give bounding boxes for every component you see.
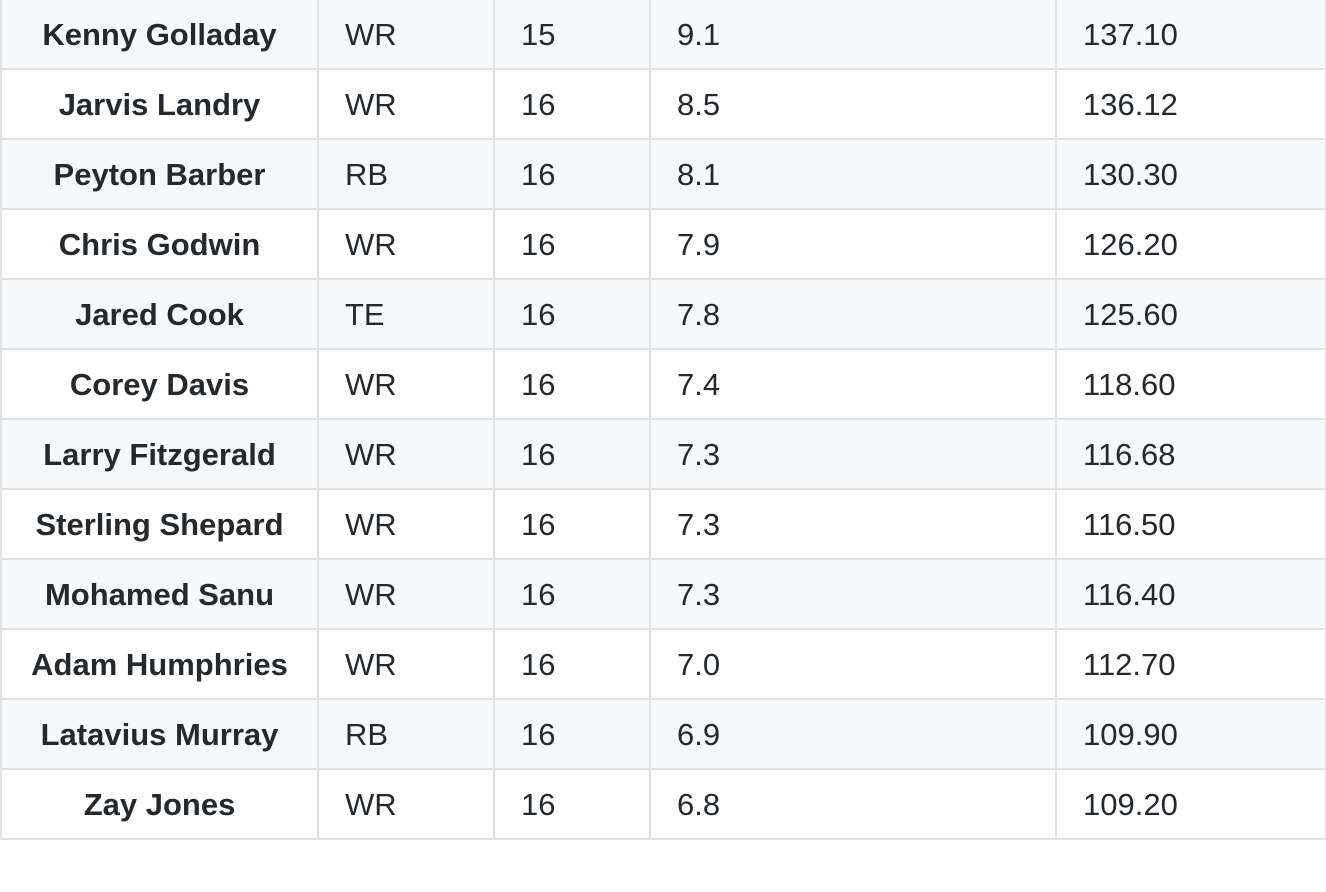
position-cell: WR bbox=[317, 488, 495, 560]
position-cell: WR bbox=[317, 0, 495, 70]
games-cell: 16 bbox=[493, 418, 651, 490]
games-cell: 16 bbox=[493, 208, 651, 280]
table-row: Larry Fitzgerald WR 16 7.3 116.68 bbox=[0, 418, 1326, 490]
points-per-game-cell: 6.8 bbox=[649, 768, 1057, 840]
player-name-cell: Jared Cook bbox=[0, 278, 319, 350]
total-points-cell: 109.90 bbox=[1055, 698, 1326, 770]
games-cell: 16 bbox=[493, 768, 651, 840]
player-name-cell: Kenny Golladay bbox=[0, 0, 319, 70]
points-per-game-cell: 7.8 bbox=[649, 278, 1057, 350]
table-row: Sterling Shepard WR 16 7.3 116.50 bbox=[0, 488, 1326, 560]
points-per-game-cell: 7.3 bbox=[649, 558, 1057, 630]
position-cell: WR bbox=[317, 68, 495, 140]
player-name-cell: Corey Davis bbox=[0, 348, 319, 420]
position-cell: RB bbox=[317, 138, 495, 210]
table-row: Kenny Golladay WR 15 9.1 137.10 bbox=[0, 0, 1326, 70]
player-name-cell: Adam Humphries bbox=[0, 628, 319, 700]
table-row: Chris Godwin WR 16 7.9 126.20 bbox=[0, 208, 1326, 280]
table-body: Kenny Golladay WR 15 9.1 137.10 Jarvis L… bbox=[0, 0, 1326, 840]
total-points-cell: 112.70 bbox=[1055, 628, 1326, 700]
position-cell: RB bbox=[317, 698, 495, 770]
total-points-cell: 116.68 bbox=[1055, 418, 1326, 490]
games-cell: 16 bbox=[493, 698, 651, 770]
position-cell: WR bbox=[317, 558, 495, 630]
points-per-game-cell: 7.4 bbox=[649, 348, 1057, 420]
points-per-game-cell: 7.9 bbox=[649, 208, 1057, 280]
player-stats-table: Kenny Golladay WR 15 9.1 137.10 Jarvis L… bbox=[0, 0, 1326, 840]
table-row: Latavius Murray RB 16 6.9 109.90 bbox=[0, 698, 1326, 770]
games-cell: 16 bbox=[493, 488, 651, 560]
games-cell: 16 bbox=[493, 278, 651, 350]
points-per-game-cell: 7.3 bbox=[649, 418, 1057, 490]
table-row: Corey Davis WR 16 7.4 118.60 bbox=[0, 348, 1326, 420]
total-points-cell: 109.20 bbox=[1055, 768, 1326, 840]
points-per-game-cell: 6.9 bbox=[649, 698, 1057, 770]
position-cell: WR bbox=[317, 628, 495, 700]
points-per-game-cell: 9.1 bbox=[649, 0, 1057, 70]
player-name-cell: Larry Fitzgerald bbox=[0, 418, 319, 490]
total-points-cell: 126.20 bbox=[1055, 208, 1326, 280]
games-cell: 16 bbox=[493, 138, 651, 210]
position-cell: WR bbox=[317, 768, 495, 840]
games-cell: 16 bbox=[493, 68, 651, 140]
points-per-game-cell: 8.5 bbox=[649, 68, 1057, 140]
player-name-cell: Jarvis Landry bbox=[0, 68, 319, 140]
total-points-cell: 130.30 bbox=[1055, 138, 1326, 210]
player-name-cell: Mohamed Sanu bbox=[0, 558, 319, 630]
table-row: Mohamed Sanu WR 16 7.3 116.40 bbox=[0, 558, 1326, 630]
total-points-cell: 116.50 bbox=[1055, 488, 1326, 560]
position-cell: WR bbox=[317, 208, 495, 280]
points-per-game-cell: 7.0 bbox=[649, 628, 1057, 700]
points-per-game-cell: 8.1 bbox=[649, 138, 1057, 210]
player-name-cell: Sterling Shepard bbox=[0, 488, 319, 560]
total-points-cell: 125.60 bbox=[1055, 278, 1326, 350]
player-name-cell: Latavius Murray bbox=[0, 698, 319, 770]
games-cell: 16 bbox=[493, 558, 651, 630]
points-per-game-cell: 7.3 bbox=[649, 488, 1057, 560]
position-cell: TE bbox=[317, 278, 495, 350]
games-cell: 16 bbox=[493, 348, 651, 420]
player-name-cell: Chris Godwin bbox=[0, 208, 319, 280]
total-points-cell: 116.40 bbox=[1055, 558, 1326, 630]
total-points-cell: 137.10 bbox=[1055, 0, 1326, 70]
player-name-cell: Zay Jones bbox=[0, 768, 319, 840]
total-points-cell: 136.12 bbox=[1055, 68, 1326, 140]
table-row: Adam Humphries WR 16 7.0 112.70 bbox=[0, 628, 1326, 700]
total-points-cell: 118.60 bbox=[1055, 348, 1326, 420]
table-row: Peyton Barber RB 16 8.1 130.30 bbox=[0, 138, 1326, 210]
table-row: Jared Cook TE 16 7.8 125.60 bbox=[0, 278, 1326, 350]
position-cell: WR bbox=[317, 348, 495, 420]
table-row: Zay Jones WR 16 6.8 109.20 bbox=[0, 768, 1326, 840]
games-cell: 16 bbox=[493, 628, 651, 700]
position-cell: WR bbox=[317, 418, 495, 490]
table-row: Jarvis Landry WR 16 8.5 136.12 bbox=[0, 68, 1326, 140]
player-name-cell: Peyton Barber bbox=[0, 138, 319, 210]
games-cell: 15 bbox=[493, 0, 651, 70]
